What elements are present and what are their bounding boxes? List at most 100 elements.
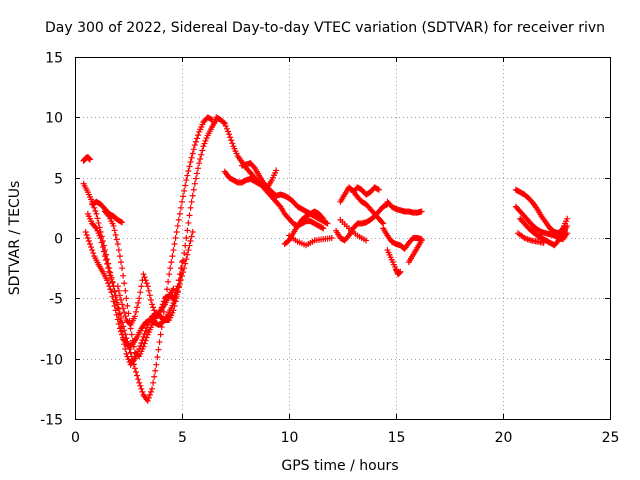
data-point (186, 212, 193, 219)
data-point (139, 388, 146, 395)
data-point (203, 135, 210, 142)
data-point (90, 250, 97, 257)
data-point (85, 238, 92, 245)
data-point (228, 137, 235, 144)
data-point (192, 175, 199, 182)
data-point (119, 301, 126, 308)
data-point (93, 210, 100, 217)
data-point (120, 336, 127, 343)
data-point (170, 285, 177, 292)
data-point (144, 397, 151, 404)
data-point (124, 302, 131, 309)
data-point (379, 219, 386, 226)
data-points (80, 114, 571, 404)
data-point (97, 235, 104, 241)
data-point (157, 307, 164, 314)
data-point (89, 247, 96, 254)
data-point (116, 325, 123, 332)
data-point (84, 235, 91, 241)
data-point (273, 167, 280, 174)
data-point (150, 379, 157, 386)
data-point (142, 337, 149, 344)
data-point (344, 233, 351, 240)
data-point (564, 215, 571, 222)
data-point (164, 286, 171, 293)
data-point (140, 271, 147, 278)
data-point (142, 277, 149, 284)
data-point (180, 193, 187, 200)
data-point (135, 299, 142, 306)
data-point (94, 215, 101, 222)
data-point (195, 165, 202, 172)
y-tick-label: 5 (54, 172, 63, 188)
data-point (192, 138, 199, 145)
data-point (140, 343, 147, 350)
data-point (139, 336, 146, 343)
data-point (143, 280, 150, 287)
data-point (103, 257, 110, 264)
data-point (320, 225, 327, 232)
data-point (182, 242, 189, 249)
data-point (172, 289, 179, 296)
data-point (92, 207, 99, 214)
data-point (118, 218, 125, 225)
data-point (183, 177, 190, 184)
data-point (324, 220, 331, 227)
data-point (229, 140, 236, 147)
data-point (112, 231, 119, 238)
data-point (115, 320, 122, 327)
data-point (108, 289, 115, 296)
data-point (170, 247, 177, 254)
data-point (564, 222, 571, 229)
data-point (173, 228, 180, 235)
data-point (95, 219, 102, 226)
y-tick-label: 10 (45, 111, 63, 127)
data-point (159, 301, 166, 308)
data-point (122, 287, 129, 294)
data-point (116, 253, 123, 260)
data-point (145, 394, 152, 401)
y-axis-label: SDTVAR / TECUs (7, 181, 23, 296)
data-point (189, 150, 196, 157)
data-point (138, 339, 145, 346)
data-point (122, 313, 129, 320)
data-point (118, 259, 125, 266)
data-point (186, 163, 193, 170)
data-point (174, 222, 181, 229)
x-tick-label: 5 (178, 430, 187, 446)
x-tick-label: 25 (602, 430, 620, 446)
data-point (184, 227, 191, 234)
data-point (167, 265, 174, 272)
data-point (554, 238, 561, 245)
data-point (105, 280, 112, 287)
data-point (175, 216, 182, 223)
data-point (151, 307, 158, 314)
data-point (83, 231, 90, 238)
data-point (147, 296, 154, 303)
data-point (136, 295, 143, 302)
data-point (131, 365, 138, 372)
data-point (189, 192, 196, 199)
data-point (195, 132, 202, 139)
data-point (121, 280, 128, 287)
data-point (319, 214, 326, 221)
data-point (105, 264, 112, 271)
data-point (116, 292, 123, 299)
data-point (171, 292, 178, 299)
data-point (220, 119, 227, 126)
data-point (174, 283, 181, 290)
data-point (82, 228, 89, 235)
data-point (190, 186, 197, 193)
data-point (319, 224, 326, 231)
data-point (143, 324, 150, 331)
y-tick-label: 15 (45, 51, 63, 67)
data-point (115, 311, 122, 318)
chart-title: Day 300 of 2022, Sidereal Day-to-day VTE… (45, 20, 605, 36)
data-point (109, 279, 116, 286)
data-point (114, 241, 121, 248)
data-point (323, 219, 330, 226)
data-point (129, 337, 136, 344)
data-point (111, 288, 118, 295)
data-point (115, 287, 122, 294)
